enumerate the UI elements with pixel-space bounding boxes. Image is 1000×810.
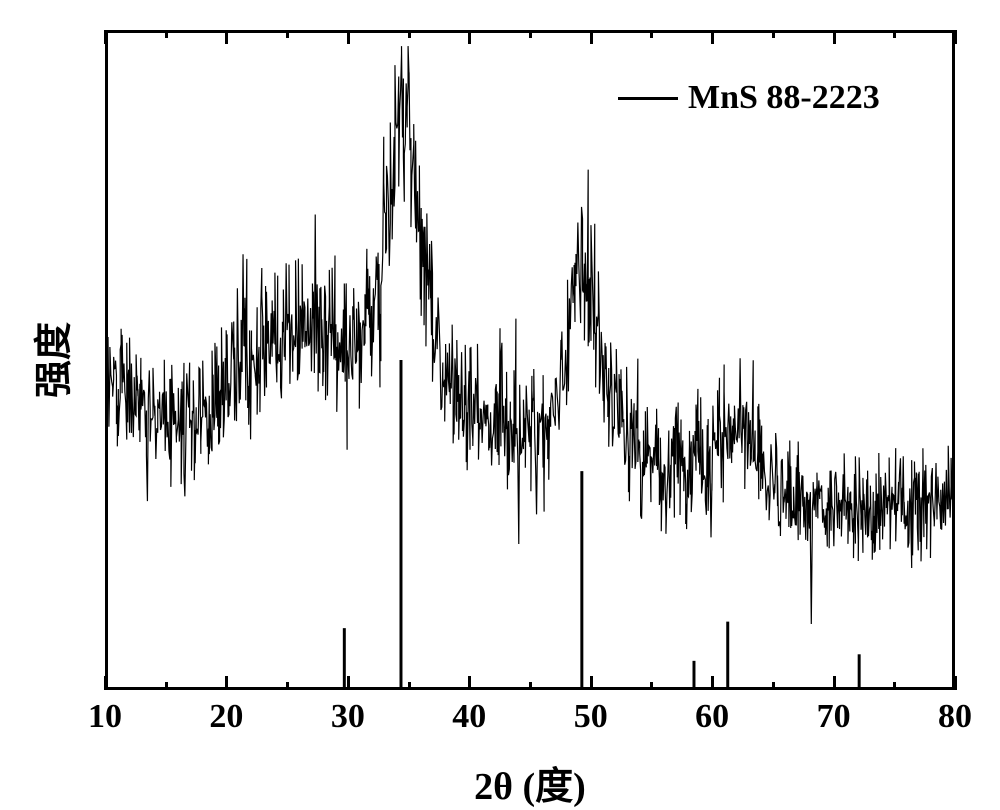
x-tick (590, 30, 593, 44)
x-tick (225, 30, 228, 44)
x-axis-label: 2θ (度) (474, 755, 586, 810)
legend: MnS 88-2223 (618, 79, 880, 117)
x-tick (347, 30, 350, 44)
xrd-trace (108, 46, 952, 624)
x-tick (650, 682, 653, 690)
x-tick (286, 30, 289, 38)
x-tick (590, 676, 593, 690)
chart-svg (108, 33, 952, 687)
x-tick-label: 10 (88, 698, 122, 736)
x-tick (468, 676, 471, 690)
x-tick (347, 676, 350, 690)
x-tick-label: 30 (331, 698, 365, 736)
x-tick-label: 70 (817, 698, 851, 736)
x-tick (954, 30, 957, 44)
x-tick (711, 30, 714, 44)
x-tick (954, 676, 957, 690)
plot-container: MnS 88-2223 (105, 30, 955, 690)
x-tick (529, 30, 532, 38)
x-tick-label: 40 (452, 698, 486, 736)
y-axis-label: 强度 (23, 322, 78, 398)
x-tick (165, 682, 168, 690)
x-tick (286, 682, 289, 690)
plot-area: MnS 88-2223 (105, 30, 955, 690)
x-tick (408, 682, 411, 690)
x-tick (893, 30, 896, 38)
x-tick (772, 30, 775, 38)
x-tick-label: 20 (209, 698, 243, 736)
x-tick (893, 682, 896, 690)
x-tick (468, 30, 471, 44)
x-tick (833, 30, 836, 44)
x-tick (104, 676, 107, 690)
x-tick (772, 682, 775, 690)
x-tick (529, 682, 532, 690)
x-tick (225, 676, 228, 690)
x-tick (711, 676, 714, 690)
x-tick (104, 30, 107, 44)
x-tick-label: 60 (695, 698, 729, 736)
x-tick (833, 676, 836, 690)
x-tick (650, 30, 653, 38)
x-tick (165, 30, 168, 38)
x-tick-label: 50 (574, 698, 608, 736)
legend-label: MnS 88-2223 (688, 79, 880, 117)
x-tick (408, 30, 411, 38)
x-tick-label: 80 (938, 698, 972, 736)
legend-line-icon (618, 97, 678, 100)
